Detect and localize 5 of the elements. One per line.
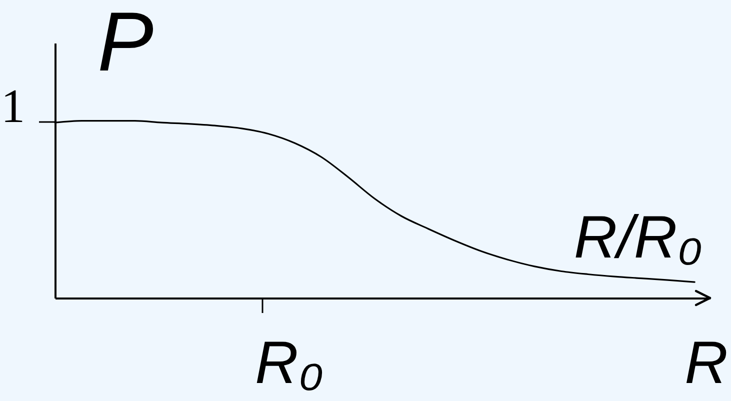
y-axis-title: P — [97, 0, 154, 88]
text: R — [684, 329, 728, 396]
text: 1 — [1, 80, 25, 133]
text: R₀ — [255, 329, 324, 396]
x-axis-title: R/R₀ — [574, 204, 702, 270]
